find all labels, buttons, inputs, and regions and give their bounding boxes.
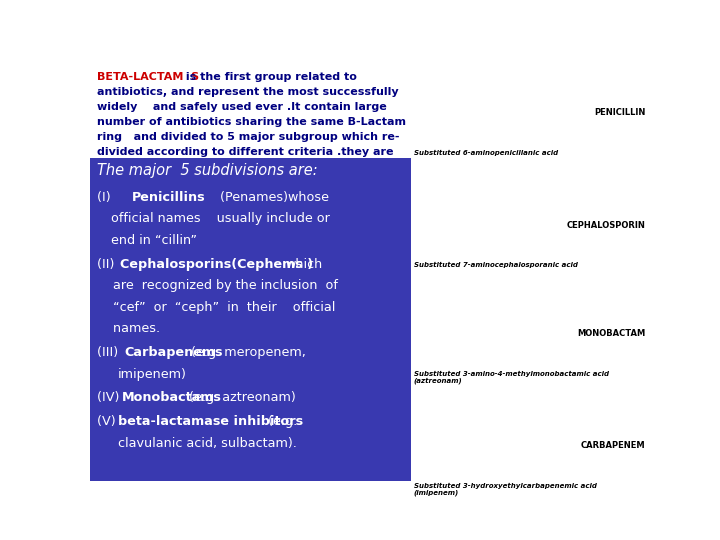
Text: (I): (I) [96, 191, 126, 204]
FancyBboxPatch shape [90, 65, 411, 158]
Text: number of antibiotics sharing the same B-Lactam: number of antibiotics sharing the same B… [96, 117, 405, 127]
FancyBboxPatch shape [90, 158, 411, 481]
Text: ring   and divided to 5 major subgroup which re-: ring and divided to 5 major subgroup whi… [96, 132, 399, 142]
Text: imipenem): imipenem) [118, 368, 186, 381]
Text: beta-lactamase inhibitors: beta-lactamase inhibitors [118, 415, 303, 428]
Text: Substituted 3-hydroxyethylcarbapenemic acid
(imipenem): Substituted 3-hydroxyethylcarbapenemic a… [413, 483, 596, 496]
Text: CEPHALOSPORIN: CEPHALOSPORIN [567, 221, 645, 230]
Text: which: which [285, 258, 323, 271]
FancyBboxPatch shape [411, 65, 648, 481]
Text: (e.g.: (e.g. [264, 415, 297, 428]
Text: divided according to different criteria .they are: divided according to different criteria … [96, 147, 393, 157]
Text: Substituted 7-aminocephalosporanic acid: Substituted 7-aminocephalosporanic acid [413, 262, 577, 268]
Text: official names    usually include or: official names usually include or [111, 212, 330, 225]
Text: MONOBACTAM: MONOBACTAM [577, 329, 645, 338]
Text: (Penames)whose: (Penames)whose [204, 191, 329, 204]
Text: PENICILLIN: PENICILLIN [594, 109, 645, 118]
Text: BETA-LACTAM  S: BETA-LACTAM S [96, 72, 199, 82]
Text: end in “cillin”: end in “cillin” [111, 234, 197, 247]
Text: (V): (V) [96, 415, 120, 428]
Text: “cef”  or  “ceph”  in  their    official: “cef” or “ceph” in their official [96, 301, 335, 314]
Text: Substituted 6-aminopenicillanic acid: Substituted 6-aminopenicillanic acid [413, 150, 558, 156]
Text: (II): (II) [96, 258, 118, 271]
Text: (IV): (IV) [96, 392, 123, 404]
Text: The major  5 subdivisions are:: The major 5 subdivisions are: [96, 163, 318, 178]
Text: Substituted 3-amino-4-methylmonobactamic acid
(aztreonam): Substituted 3-amino-4-methylmonobactamic… [413, 370, 608, 384]
Text: (e.g. aztreonam): (e.g. aztreonam) [185, 392, 296, 404]
Text: are  recognized by the inclusion  of: are recognized by the inclusion of [96, 279, 338, 292]
Text: (e.g. meropenem,: (e.g. meropenem, [187, 346, 306, 359]
Text: Monobactams: Monobactams [122, 392, 222, 404]
Text: Penicillins: Penicillins [132, 191, 205, 204]
Text: antibiotics, and represent the most successfully: antibiotics, and represent the most succ… [96, 87, 398, 97]
Text: is the first group related to: is the first group related to [182, 72, 357, 82]
Text: names.: names. [96, 322, 160, 335]
Text: widely    and safely used ever .It contain large: widely and safely used ever .It contain … [96, 102, 387, 112]
Text: Cephalosporins(Cephems ): Cephalosporins(Cephems ) [120, 258, 313, 271]
Text: CARBAPENEM: CARBAPENEM [580, 441, 645, 450]
Text: (III): (III) [96, 346, 122, 359]
Text: Carbapenems: Carbapenems [125, 346, 223, 359]
Text: clavulanic acid, sulbactam).: clavulanic acid, sulbactam). [118, 437, 297, 450]
